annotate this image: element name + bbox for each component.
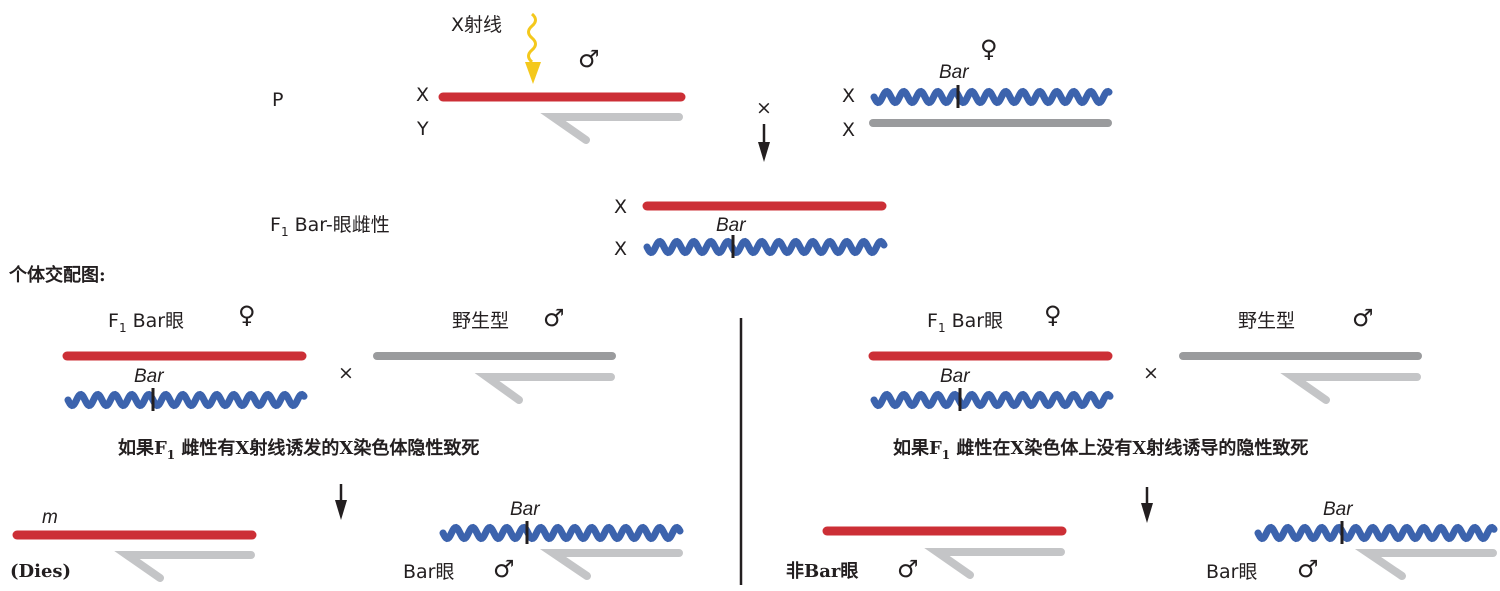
xray-squiggle xyxy=(527,12,537,64)
left-result-bar-eye-label: Bar眼 xyxy=(403,561,455,583)
left-result-arrowhead xyxy=(335,500,347,520)
xray-label: X射线 xyxy=(451,14,503,36)
left-result-lethal-y-chromosome xyxy=(114,551,255,582)
f1-x2-label: X xyxy=(614,238,628,260)
left-result-bar-y-chromosome xyxy=(539,549,683,580)
p-male-symbol: ♂ xyxy=(578,45,600,73)
f1-x1-label: X xyxy=(614,196,628,218)
cross-diagram-title: 个体交配图: xyxy=(9,265,106,286)
left-male-y-chromosome xyxy=(474,373,615,404)
right-result-bar-eye-label: Bar眼 xyxy=(1206,561,1258,583)
left-female-symbol: ♀ xyxy=(238,301,256,329)
f1-bar-x-chromosome xyxy=(643,237,888,257)
right-result-bar-male-symbol: ♂ xyxy=(1297,555,1319,583)
left-mutation-label: m xyxy=(42,507,58,528)
p-male-y-label: Y xyxy=(417,118,429,140)
right-male-label: 野生型 xyxy=(1238,310,1296,332)
right-male-y-chromosome xyxy=(1280,373,1421,404)
p-to-f1-arrowhead xyxy=(758,142,770,162)
f1-generation-label: F1 Bar-眼雌性 xyxy=(270,214,390,239)
right-female-bar-label: Bar xyxy=(940,366,970,387)
right-female-label: F1 Bar眼 xyxy=(927,310,1004,335)
right-result-bar-y-chromosome xyxy=(1354,549,1497,580)
left-cross-symbol: × xyxy=(338,362,354,384)
right-male-symbol: ♂ xyxy=(1352,304,1374,332)
left-male-symbol: ♂ xyxy=(543,304,565,332)
p-female-symbol: ♀ xyxy=(980,35,998,63)
left-result-bar-label: Bar xyxy=(510,499,540,520)
right-cross-symbol: × xyxy=(1143,362,1159,384)
left-dies-label: (Dies) xyxy=(10,561,72,582)
left-male-label: 野生型 xyxy=(452,310,510,332)
p-female-x1-label: X xyxy=(842,85,856,107)
f1-bar-label: Bar xyxy=(716,215,746,236)
right-female-bar-x-chromosome xyxy=(870,390,1114,410)
p-female-x2-label: X xyxy=(842,119,856,141)
xray-arrowhead xyxy=(525,62,541,84)
left-female-bar-label: Bar xyxy=(134,366,164,387)
p-generation-label: P xyxy=(272,89,284,111)
right-result-bar-x-chromosome xyxy=(1254,523,1498,543)
p-male-y-chromosome xyxy=(540,113,683,144)
right-result-bar-label: Bar xyxy=(1323,499,1353,520)
right-hypothesis: 如果F1 雌性在X染色体上没有X射线诱导的隐性致死 xyxy=(893,438,1309,462)
p-female-bar-x-chromosome xyxy=(870,87,1113,107)
p-male-x-label: X xyxy=(416,84,430,106)
p-female-bar-label: Bar xyxy=(939,62,969,83)
right-female-symbol: ♀ xyxy=(1044,301,1062,329)
left-result-male-symbol: ♂ xyxy=(493,555,515,583)
left-hypothesis: 如果F1 雌性有X射线诱发的X染色体隐性致死 xyxy=(118,438,480,462)
left-female-bar-x-chromosome xyxy=(64,390,308,410)
left-female-label: F1 Bar眼 xyxy=(108,310,185,335)
right-result-nonbar-male-symbol: ♂ xyxy=(897,555,919,583)
right-result-nonbar-y-chromosome xyxy=(924,548,1065,579)
left-result-bar-x-chromosome xyxy=(439,523,684,543)
p-cross-symbol: × xyxy=(756,97,772,119)
right-result-arrowhead xyxy=(1141,503,1153,523)
right-result-nonbar-label: 非Bar眼 xyxy=(786,561,859,582)
